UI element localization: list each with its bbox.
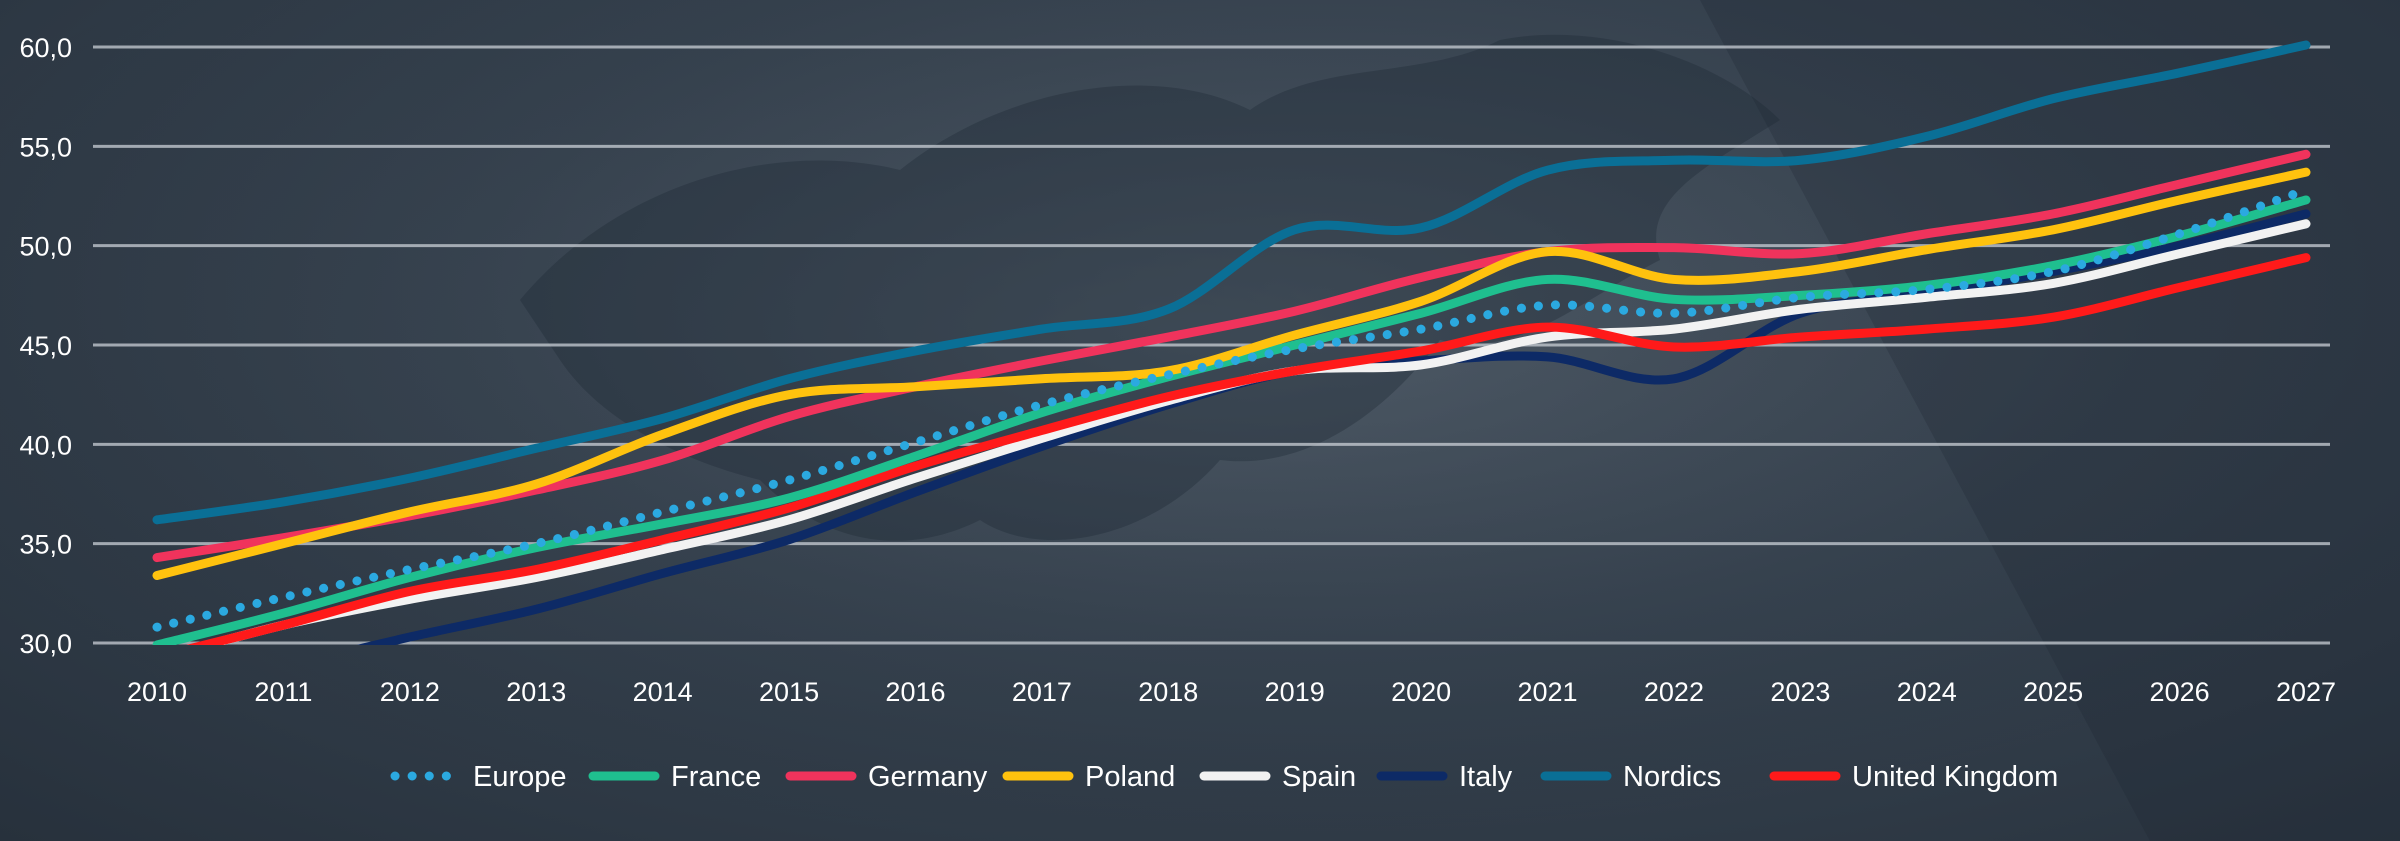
legend: Europe France Germany Poland Spain Italy Nordi… — [390, 761, 2058, 793]
y-tick-label: 50,0 — [19, 232, 72, 262]
x-tick-label: 2020 — [1391, 677, 1451, 707]
series-line-europe — [152, 185, 2311, 632]
y-tick-label: 60,0 — [19, 33, 72, 63]
x-tick-label: 2016 — [885, 677, 945, 707]
series-line-nordics — [152, 40, 2311, 525]
legend-label: United Kingdom — [1852, 761, 2058, 793]
legend-item-italy: Italy — [1376, 761, 1513, 793]
legend-item-spain: Spain — [1199, 761, 1356, 793]
legend-item-nordics: Nordics — [1540, 761, 1721, 793]
legend-label: Europe — [473, 761, 567, 793]
x-tick-label: 2024 — [1897, 677, 1957, 707]
x-tick-label: 2012 — [380, 677, 440, 707]
y-axis-ticks: 30,0 35,0 40,0 45,0 50,0 55,0 60,0 — [19, 33, 72, 659]
x-axis-ticks: 2010 2011 2012 2013 2014 2015 2016 2017 2018 2019… — [127, 677, 2336, 707]
legend-label: France — [671, 761, 761, 793]
x-tick-label: 2013 — [506, 677, 566, 707]
x-tick-label: 2017 — [1012, 677, 1072, 707]
legend-item-europe: Europe — [390, 761, 567, 793]
legend-label: Poland — [1085, 761, 1175, 793]
series-line-germany — [152, 149, 2311, 563]
legend-item-united-kingdom: United Kingdom — [1769, 761, 2058, 793]
gridlines — [93, 45, 2330, 645]
x-tick-label: 2018 — [1138, 677, 1198, 707]
y-tick-label: 55,0 — [19, 132, 72, 162]
x-tick-label: 2011 — [254, 677, 312, 707]
x-tick-label: 2023 — [1770, 677, 1830, 707]
x-tick-label: 2014 — [633, 677, 693, 707]
legend-label: Italy — [1459, 761, 1513, 793]
legend-label: Nordics — [1623, 761, 1721, 793]
x-tick-label: 2026 — [2150, 677, 2210, 707]
x-tick-label: 2015 — [759, 677, 819, 707]
x-tick-label: 2027 — [2276, 677, 2336, 707]
x-tick-label: 2022 — [1644, 677, 1704, 707]
legend-label: Spain — [1282, 761, 1356, 793]
x-tick-label: 2025 — [2023, 677, 2083, 707]
y-tick-label: 35,0 — [19, 530, 72, 560]
x-tick-label: 2019 — [1265, 677, 1325, 707]
legend-item-germany: Germany — [785, 761, 988, 793]
series-lines — [152, 40, 2311, 645]
y-tick-label: 40,0 — [19, 430, 72, 460]
x-tick-label: 2021 — [1517, 677, 1577, 707]
series-line-poland — [152, 167, 2311, 580]
legend-item-poland: Poland — [1002, 761, 1175, 793]
legend-label: Germany — [868, 761, 988, 793]
legend-item-france: France — [588, 761, 761, 793]
y-tick-label: 30,0 — [19, 629, 72, 659]
series-line-united-kingdom — [186, 253, 2311, 645]
x-tick-label: 2010 — [127, 677, 187, 707]
y-tick-label: 45,0 — [19, 331, 72, 361]
